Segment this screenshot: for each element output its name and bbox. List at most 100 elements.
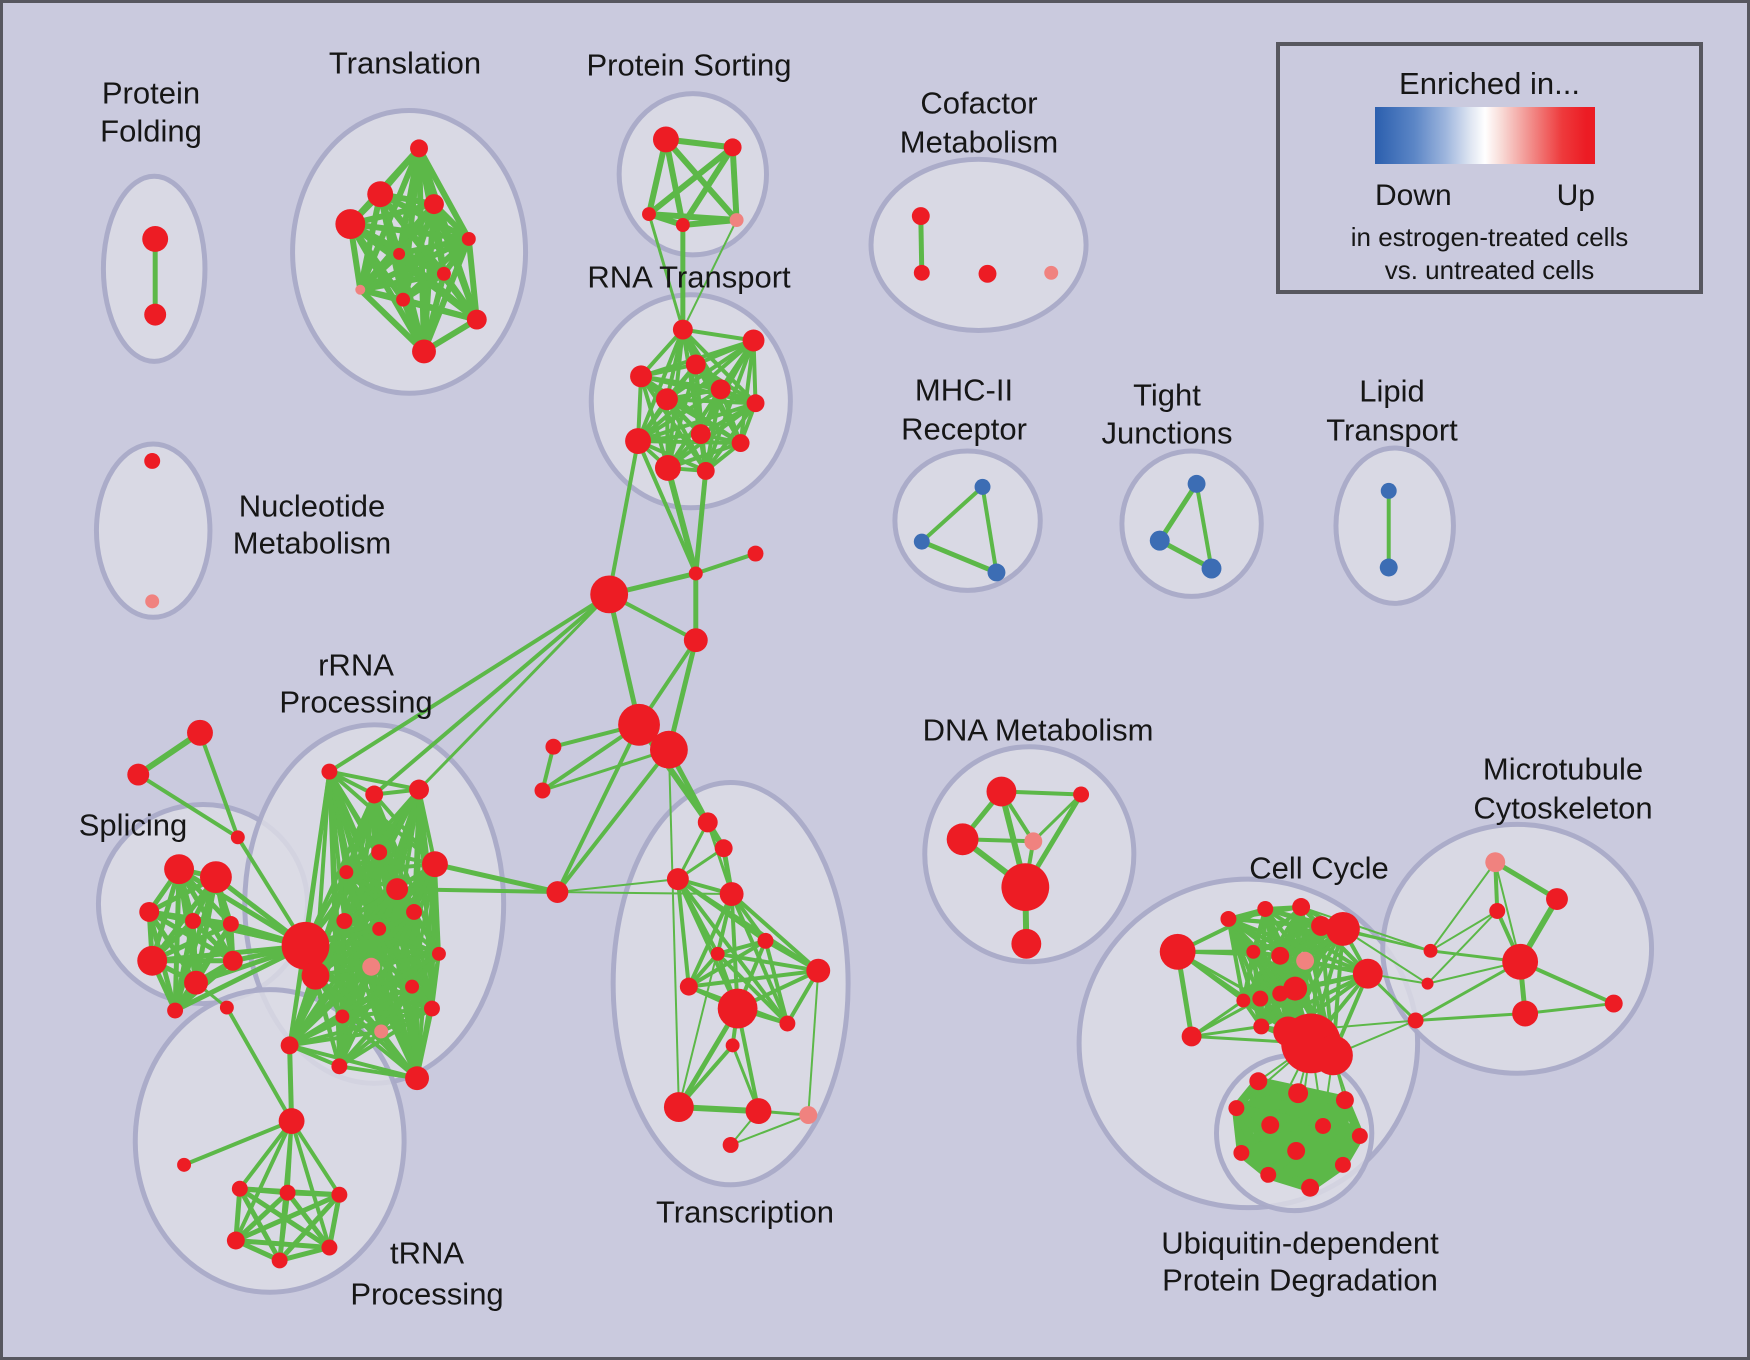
gene-set-node[interactable] [618,703,660,746]
gene-set-node[interactable] [226,1231,245,1250]
gene-set-node[interactable] [1335,1091,1354,1110]
gene-set-node[interactable] [642,207,656,222]
gene-set-node[interactable] [1024,832,1043,851]
gene-set-node[interactable] [546,881,569,904]
gene-set-node[interactable] [742,329,765,352]
gene-set-node[interactable] [436,266,451,281]
gene-set-node[interactable] [423,194,444,215]
gene-set-node[interactable] [1489,903,1506,919]
gene-set-node[interactable] [590,575,629,614]
gene-set-node[interactable] [779,1015,796,1032]
gene-set-node[interactable] [1228,1100,1245,1117]
gene-set-node[interactable] [231,1180,248,1197]
gene-set-node[interactable] [222,950,243,971]
gene-set-node[interactable] [374,1024,389,1039]
gene-set-node[interactable] [1283,976,1308,1001]
gene-set-node[interactable] [745,1098,772,1125]
gene-set-node[interactable] [719,882,744,906]
gene-set-node[interactable] [405,1066,429,1091]
gene-set-node[interactable] [367,181,394,208]
gene-set-node[interactable] [1187,474,1206,493]
gene-set-node[interactable] [393,247,406,260]
gene-set-node[interactable] [371,844,388,861]
gene-set-node[interactable] [1407,1012,1424,1029]
gene-set-node[interactable] [1252,990,1269,1007]
gene-set-node[interactable] [339,865,354,880]
gene-set-node[interactable] [164,854,195,885]
gene-set-node[interactable] [1502,943,1539,980]
gene-set-node[interactable] [1288,1083,1309,1104]
gene-set-node[interactable] [1334,1156,1351,1173]
gene-set-node[interactable] [1073,786,1090,803]
gene-set-node[interactable] [649,730,688,769]
gene-set-node[interactable] [534,782,551,799]
gene-set-node[interactable] [1315,1118,1331,1134]
gene-set-node[interactable] [697,812,718,833]
gene-set-node[interactable] [185,912,201,929]
gene-set-node[interactable] [1260,1166,1277,1183]
gene-set-node[interactable] [139,902,160,922]
gene-set-node[interactable] [137,945,168,976]
gene-set-node[interactable] [177,1157,192,1172]
gene-set-node[interactable] [431,946,446,961]
gene-set-node[interactable] [666,868,689,891]
gene-set-node[interactable] [690,424,711,445]
gene-set-node[interactable] [675,218,690,232]
gene-set-node[interactable] [1149,530,1170,551]
gene-set-node[interactable] [1313,1035,1353,1076]
gene-set-node[interactable] [1351,1128,1368,1144]
gene-set-node[interactable] [461,231,476,246]
gene-set-node[interactable] [1181,1026,1202,1047]
gene-set-node[interactable] [1253,1018,1270,1035]
gene-set-node[interactable] [710,946,725,961]
gene-set-node[interactable] [806,958,831,983]
gene-set-node[interactable] [723,138,742,157]
gene-set-node[interactable] [406,904,423,920]
gene-set-node[interactable] [386,878,409,901]
gene-set-node[interactable] [321,763,338,780]
gene-set-node[interactable] [230,830,245,845]
gene-set-node[interactable] [331,1058,348,1075]
gene-set-node[interactable] [199,861,232,894]
gene-set-node[interactable] [1423,943,1438,958]
gene-set-node[interactable] [422,851,448,878]
gene-set-node[interactable] [278,1108,305,1134]
gene-set-node[interactable] [1287,1141,1306,1160]
gene-set-node[interactable] [1379,558,1398,577]
gene-set-node[interactable] [655,388,678,411]
gene-set-node[interactable] [654,454,681,481]
gene-set-node[interactable] [714,839,733,858]
gene-set-node[interactable] [1001,863,1050,911]
gene-set-node[interactable] [911,207,930,226]
gene-set-node[interactable] [1296,951,1315,970]
gene-set-node[interactable] [1044,265,1059,280]
gene-set-node[interactable] [127,763,150,786]
gene-set-node[interactable] [466,309,487,330]
gene-set-node[interactable] [336,912,353,929]
gene-set-node[interactable] [219,1000,234,1015]
gene-set-node[interactable] [365,785,384,804]
gene-set-node[interactable] [1236,993,1251,1008]
gene-set-node[interactable] [913,264,930,281]
gene-set-node[interactable] [685,354,706,375]
gene-set-node[interactable] [731,434,750,453]
gene-set-node[interactable] [545,738,562,755]
gene-set-node[interactable] [187,719,213,746]
gene-set-node[interactable] [372,921,387,936]
gene-set-node[interactable] [1604,994,1623,1013]
gene-set-node[interactable] [396,292,411,307]
gene-set-node[interactable] [987,563,1006,582]
gene-set-node[interactable] [335,209,366,239]
gene-set-node[interactable] [281,921,330,970]
gene-set-node[interactable] [1011,928,1042,959]
gene-set-node[interactable] [167,1002,184,1019]
gene-set-node[interactable] [331,1186,348,1203]
gene-set-node[interactable] [1261,1116,1280,1134]
gene-set-node[interactable] [1512,1000,1539,1027]
gene-set-node[interactable] [1246,944,1261,959]
gene-set-node[interactable] [142,226,169,252]
gene-set-node[interactable] [1292,898,1311,916]
gene-set-node[interactable] [1380,482,1397,499]
gene-set-node[interactable] [412,339,436,364]
gene-set-node[interactable] [717,988,758,1029]
